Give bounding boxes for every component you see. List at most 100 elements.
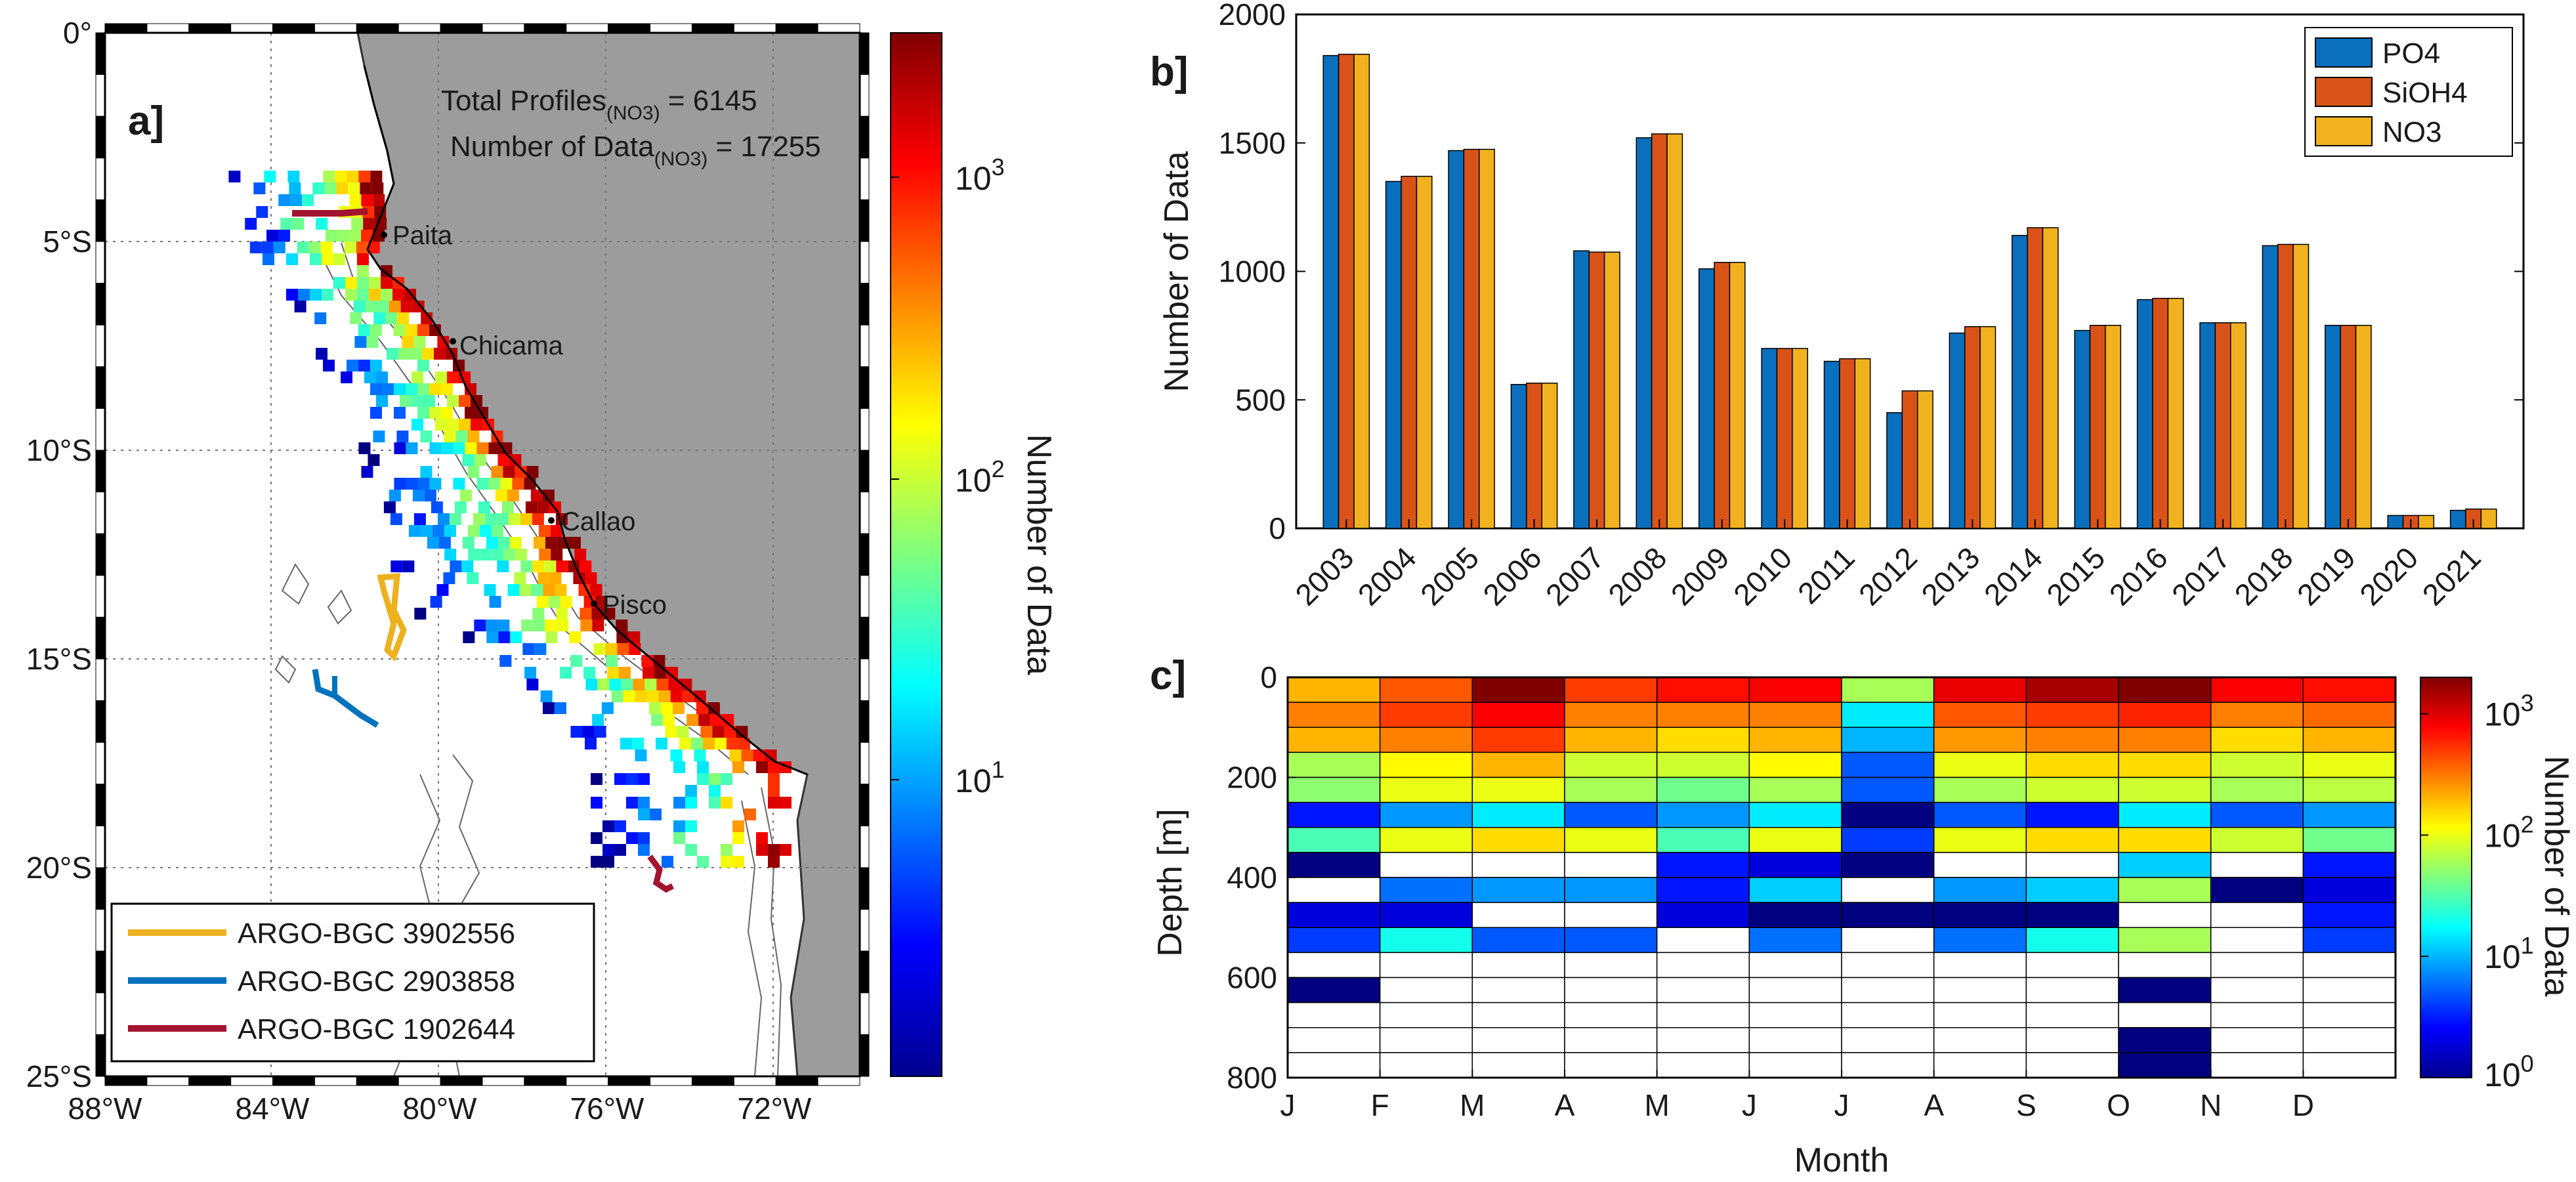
map-cell [585,738,597,749]
bar-no3-2007 [1603,251,1620,529]
map-cell [290,194,303,206]
bar-po4-2018 [2262,245,2279,529]
legend-label-no3: NO3 [2382,116,2441,148]
map-cell [666,667,679,679]
city-markers [381,232,597,607]
heatmap-cell [1564,776,1658,803]
map-cell [491,466,503,478]
heatmap-cell [1841,751,1935,778]
map-cell [320,242,333,253]
heatmap-cell [1471,677,1565,703]
map-cell [530,490,543,501]
heatmap-cell [1379,1027,1473,1053]
map-cell [614,820,626,832]
bar-y-tick: 2000 [1219,0,1286,32]
bar-x-tick: 2004 [1351,540,1423,612]
heatmap-cell [2210,827,2304,853]
map-cell [673,761,685,773]
heatmap-x-tick: J [1742,1088,1757,1122]
map-cell [361,194,373,206]
map-cell [495,490,507,501]
map-cell [400,301,413,312]
heatmap-cell [2302,952,2396,979]
map-cell [694,690,706,702]
map-cell [602,844,614,856]
map-cell [531,584,543,596]
map-cell [574,549,587,560]
heatmap-cell [1748,1027,1842,1053]
panel-label-a: a] [128,98,164,144]
heatmap-cell [1379,827,1473,853]
map-cell [249,242,262,253]
map-cell [697,856,709,868]
heatmap-cell [1748,677,1842,703]
bar-sioh4-2003 [1338,53,1355,529]
map-cell [322,289,333,301]
map-cell [768,856,780,868]
heatmap-cell [1379,801,1473,828]
heatmap-cell [1471,1002,1565,1028]
heatmap-cell [1471,827,1565,853]
heatmap-y-tick: 0 [1260,660,1277,694]
heatmap-cell [1933,702,2027,728]
bar-sioh4-2005 [1463,148,1480,529]
heatmap-cell [2302,776,2396,803]
map-cell [447,419,459,431]
bar-x-tick: 2014 [1977,540,2049,612]
bar-sioh4-2006 [1526,383,1542,529]
map-y-tick: 10°S [26,433,92,467]
map-cell [768,785,780,797]
map-cell [486,620,498,631]
bar-no3-2017 [2229,322,2247,529]
bar-sioh4-2008 [1651,133,1668,529]
heatmap-cell [1748,952,1842,979]
bar-po4-2007 [1573,250,1590,529]
map-cell [619,667,631,679]
map-cell [286,289,298,301]
map-cell [373,431,385,442]
map-cell [344,242,356,253]
map-cell [591,773,602,785]
heatmap-cell [1379,727,1473,753]
map-cell [488,442,501,454]
map-cell [357,253,369,265]
heatmap-cell [1933,801,2027,828]
bar-sioh4-2009 [1714,262,1731,529]
map-cell [484,584,496,596]
map-cell [491,525,503,537]
map-cell [514,572,526,584]
map-cell [310,289,322,301]
map-cell [497,454,510,466]
map-cell [646,690,659,702]
map-cell [548,596,560,608]
heatmap-cell [1748,927,1842,954]
map-cell [670,749,683,761]
map-cell [431,501,443,513]
heatmap-cell [1564,1002,1658,1028]
bar-po4-2006 [1510,384,1527,529]
map-cell [520,560,533,572]
map-cell [736,726,748,738]
map-cell [510,631,522,643]
map-cell [462,454,475,466]
heatmap-cell [2302,927,2396,954]
map-cell [413,336,426,348]
heatmap-x-tick: O [2107,1088,2130,1122]
heatmap-cell [2118,751,2212,778]
map-cell [357,277,369,289]
bar-no3-2006 [1541,383,1558,529]
bar-x-tick: 2012 [1852,540,1924,612]
heatmap-cell [1287,801,1381,828]
map-cell [370,383,382,395]
heatmap-cell [1379,1052,1473,1078]
map-cell [424,490,436,501]
heatmap-cell [2210,1027,2304,1053]
legend-swatch-no3 [2315,116,2373,146]
map-cell [417,383,429,395]
map-cell [583,667,596,679]
heatmap-cell [1471,702,1565,728]
heatmap-cell [1841,1027,1935,1053]
heatmap-cell [1841,852,1935,878]
bar-no3-2008 [1666,133,1683,529]
map-cell [369,277,381,289]
